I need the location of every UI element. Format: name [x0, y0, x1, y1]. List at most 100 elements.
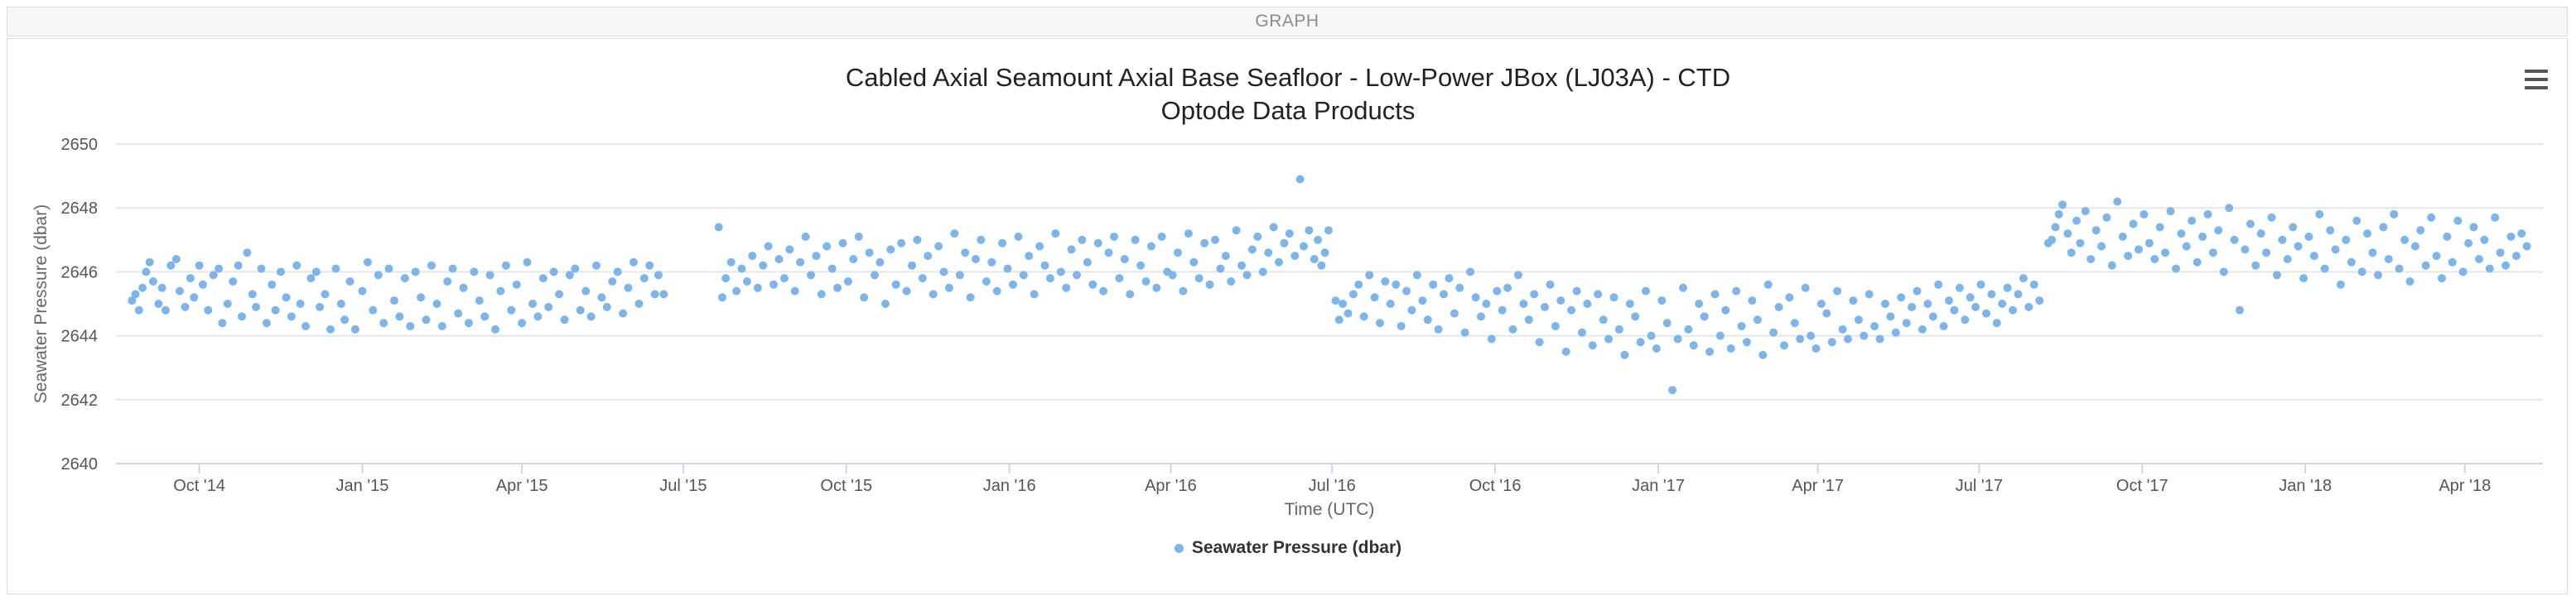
data-point	[785, 245, 794, 254]
data-point	[1466, 267, 1475, 276]
data-point	[1620, 350, 1629, 359]
data-point	[608, 277, 617, 286]
legend-item-seawater-pressure[interactable]: Seawater Pressure (dbar)	[1174, 538, 1401, 557]
data-point	[2029, 280, 2038, 289]
data-point	[934, 242, 943, 251]
data-point	[171, 255, 181, 263]
chart-panel	[7, 38, 2568, 594]
data-point	[1498, 305, 1507, 315]
data-point	[998, 238, 1007, 248]
data-point	[145, 257, 154, 267]
data-point	[2522, 242, 2531, 251]
data-point	[271, 305, 280, 315]
data-point	[1614, 325, 1623, 334]
data-point	[1849, 296, 1858, 305]
data-point	[1854, 315, 1863, 325]
data-point	[1774, 302, 1783, 311]
data-point	[1923, 300, 1932, 308]
data-point	[301, 322, 310, 330]
data-point	[1864, 290, 1874, 299]
data-point	[833, 283, 842, 292]
data-point	[1657, 296, 1667, 305]
data-point	[1891, 328, 1900, 337]
data-point	[2155, 223, 2164, 232]
data-point	[2501, 261, 2511, 270]
data-point	[891, 280, 900, 289]
data-point	[865, 248, 874, 257]
data-point	[992, 286, 1001, 296]
data-point	[248, 290, 257, 299]
data-point	[624, 283, 633, 292]
data-point	[204, 305, 213, 315]
data-point	[1992, 319, 2001, 328]
x-tick-label: Jan '16	[983, 477, 1036, 495]
data-point	[2203, 209, 2212, 219]
data-point	[1758, 350, 1768, 359]
data-point	[1067, 245, 1076, 254]
data-point	[257, 264, 266, 273]
data-point	[576, 305, 585, 315]
data-point	[331, 264, 340, 273]
data-point	[2097, 242, 2106, 251]
data-point	[714, 223, 723, 232]
data-point	[2304, 232, 2313, 241]
data-points	[128, 175, 2531, 395]
data-point	[411, 267, 420, 276]
data-point	[1051, 229, 1060, 238]
data-point	[2384, 255, 2393, 263]
x-tick-label: Apr '15	[496, 477, 548, 495]
data-point	[654, 271, 663, 280]
data-point	[1833, 286, 1842, 296]
data-point	[1381, 277, 1390, 286]
data-point	[897, 238, 906, 248]
data-point	[2058, 200, 2067, 209]
data-point	[939, 267, 948, 276]
data-point	[1019, 271, 1028, 280]
data-point	[1737, 322, 1746, 330]
data-point	[1807, 331, 1816, 340]
data-point	[464, 319, 473, 328]
x-tick-label: Apr '16	[1145, 477, 1197, 495]
data-point	[1460, 328, 1469, 337]
data-point	[2517, 229, 2526, 238]
data-point	[1120, 255, 1129, 263]
data-point	[950, 229, 959, 238]
data-point	[1785, 293, 1794, 302]
data-point	[1599, 315, 1608, 325]
data-point	[2326, 226, 2335, 235]
data-point	[1902, 319, 1911, 328]
data-point	[737, 264, 746, 273]
data-point	[987, 257, 996, 267]
data-point	[2390, 209, 2399, 219]
data-point	[2014, 290, 2023, 299]
data-point	[1801, 283, 1810, 292]
data-point	[2458, 267, 2467, 276]
data-point	[2182, 242, 2191, 251]
data-point	[1237, 261, 1247, 270]
data-point	[321, 290, 330, 299]
hamburger-menu-icon[interactable]	[2525, 70, 2548, 89]
data-point	[134, 305, 143, 315]
data-point	[977, 235, 986, 244]
data-point	[186, 274, 195, 283]
data-point	[234, 261, 243, 270]
data-point	[1115, 274, 1124, 283]
data-point	[2072, 216, 2082, 225]
data-point	[2427, 213, 2436, 222]
data-point	[1796, 334, 1805, 344]
graph-tab[interactable]: GRAPH	[7, 7, 2568, 36]
data-point	[427, 261, 436, 270]
data-point	[918, 274, 927, 283]
data-point	[779, 274, 789, 283]
data-point	[634, 300, 644, 308]
data-point	[1578, 328, 1586, 337]
data-point	[1493, 286, 1502, 296]
data-point	[1705, 347, 1715, 356]
data-point	[2067, 248, 2076, 257]
data-point	[1310, 255, 1319, 263]
data-point	[1280, 238, 1289, 248]
x-tick-label: Oct '14	[173, 477, 225, 495]
data-point	[1513, 271, 1522, 280]
data-point	[1370, 293, 1379, 302]
y-tick-label: 2644	[61, 328, 99, 346]
